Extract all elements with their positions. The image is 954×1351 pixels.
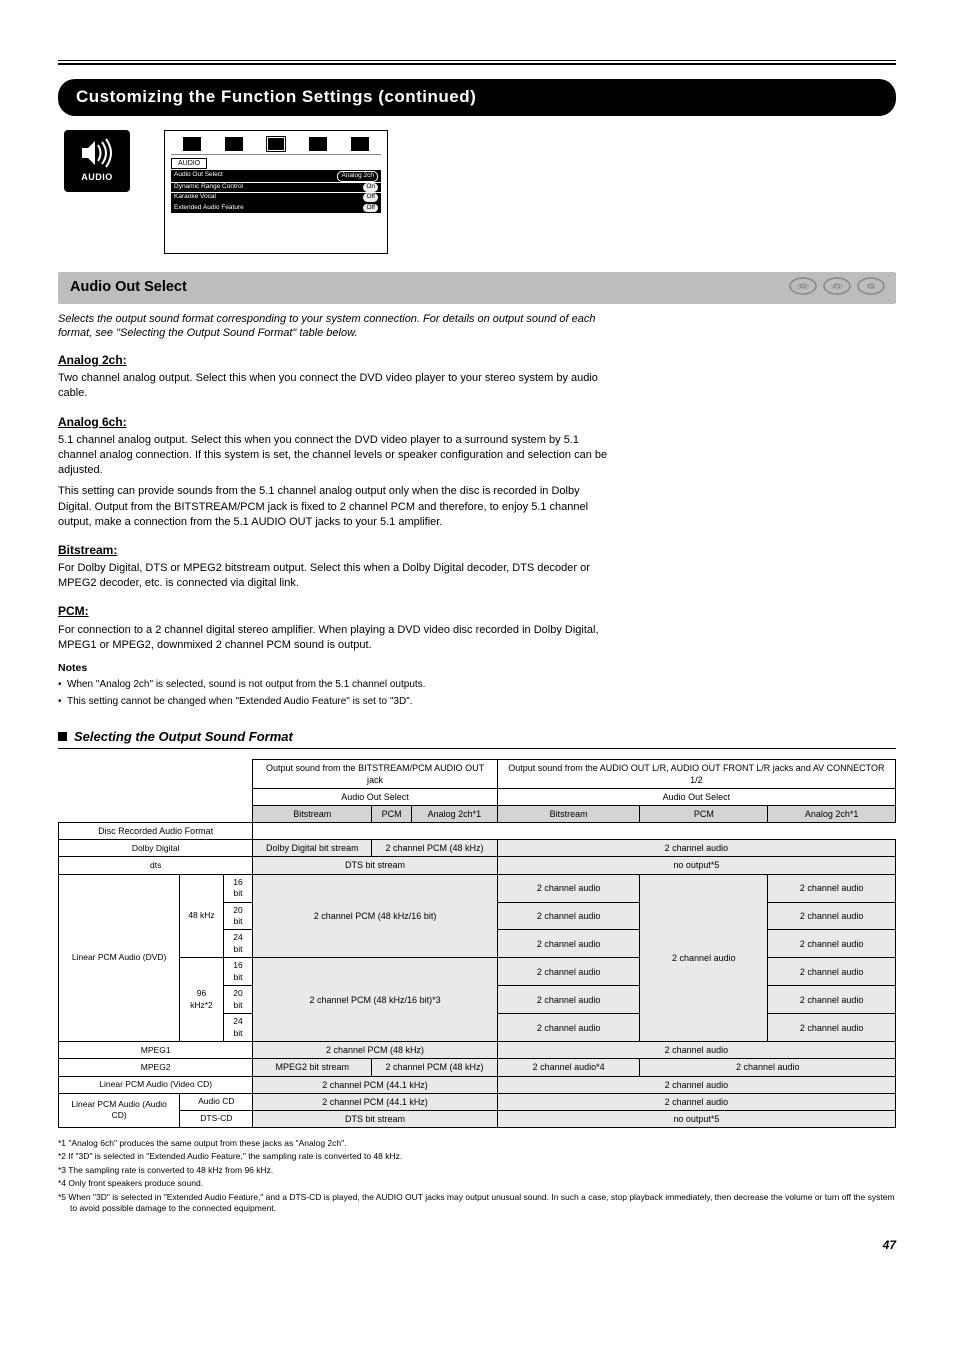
footnote: *4 Only front speakers produce sound. — [58, 1178, 896, 1189]
option-body: Two channel analog output. Select this w… — [58, 371, 611, 401]
disc-icon-vcd: VCD — [822, 276, 852, 302]
row-label: MPEG2 — [59, 1059, 253, 1076]
osd-icon-operation — [351, 137, 369, 151]
option-title: PCM: — [58, 603, 896, 619]
osd-icon-language — [183, 137, 201, 151]
top-row: AUDIO AUDIO Audio Out SelectAnalog 2ch D… — [58, 130, 896, 254]
table-subheader: Audio Out Select — [497, 788, 895, 805]
notes-label: Notes — [58, 661, 896, 675]
svg-text:VCD: VCD — [831, 284, 843, 290]
col-head: Analog 2ch*1 — [768, 806, 896, 823]
footnotes: *1 "Analog 6ch" produces the same output… — [58, 1138, 896, 1215]
disc-icon-cd: CD — [856, 276, 886, 302]
col-head: PCM — [640, 806, 768, 823]
audio-icon-label: AUDIO — [81, 171, 113, 183]
osd-icon-audio — [267, 137, 285, 151]
page: Customizing the Function Settings (conti… — [0, 0, 954, 1293]
col-head: PCM — [372, 806, 412, 823]
notes-list: When "Analog 2ch" is selected, sound is … — [58, 678, 896, 708]
audio-category-icon: AUDIO — [64, 130, 130, 192]
note-item: This setting cannot be changed when "Ext… — [58, 695, 611, 709]
page-number: 47 — [58, 1237, 896, 1253]
option-title: Analog 6ch: — [58, 414, 896, 430]
osd-icon-picture — [225, 137, 243, 151]
option-body: For Dolby Digital, DTS or MPEG2 bitstrea… — [58, 561, 611, 591]
footnote: *5 When "3D" is selected in "Extended Au… — [58, 1192, 896, 1215]
osd-icon-display — [309, 137, 327, 151]
square-bullet-icon — [58, 732, 67, 741]
osd-tab: AUDIO — [171, 158, 207, 169]
option-body: For connection to a 2 channel digital st… — [58, 623, 611, 653]
row-label: Linear PCM Audio (Video CD) — [59, 1076, 253, 1093]
osd-rows: Audio Out SelectAnalog 2ch Dynamic Range… — [171, 170, 381, 213]
osd-screenshot: AUDIO Audio Out SelectAnalog 2ch Dynamic… — [164, 130, 388, 254]
row-label: DTS-CD — [180, 1110, 253, 1127]
disc-icon-dvd: DVD — [788, 276, 818, 302]
row-label: MPEG1 — [59, 1042, 253, 1059]
table-subheader: Audio Out Select — [253, 788, 497, 805]
row-label: Linear PCM Audio (Audio CD) — [59, 1093, 180, 1127]
notes-block: Notes When "Analog 2ch" is selected, sou… — [58, 661, 896, 708]
row-label: Audio CD — [180, 1093, 253, 1110]
svg-text:DVD: DVD — [797, 284, 809, 290]
osd-row: Extended Audio FeatureOff — [171, 203, 381, 213]
option-title: Bitstream: — [58, 542, 896, 558]
rule-top — [58, 60, 896, 61]
osd-top-icons — [171, 137, 381, 155]
rule-top-2 — [58, 63, 896, 65]
col-head: Bitstream — [497, 806, 640, 823]
disc-icons: DVD VCD CD — [788, 276, 886, 302]
col-head: Analog 2ch*1 — [412, 806, 498, 823]
page-title: Customizing the Function Settings (conti… — [76, 87, 476, 106]
row-label: dts — [59, 857, 253, 874]
option-body: 5.1 channel analog output. Select this w… — [58, 433, 611, 530]
footnote: *2 If "3D" is selected in "Extended Audi… — [58, 1151, 896, 1162]
section-intro: Selects the output sound format correspo… — [58, 312, 611, 341]
note-item: When "Analog 2ch" is selected, sound is … — [58, 678, 611, 692]
section-body: Selects the output sound format correspo… — [58, 312, 896, 709]
speaker-icon — [80, 138, 114, 168]
section-head: Audio Out Select DVD VCD CD — [58, 272, 896, 304]
osd-row: Dynamic Range ControlOn — [171, 183, 381, 193]
section-title: Audio Out Select — [70, 279, 187, 295]
svg-text:CD: CD — [867, 284, 875, 290]
col-head: Bitstream — [253, 806, 372, 823]
osd-row: Audio Out SelectAnalog 2ch — [171, 170, 381, 182]
option-title: Analog 2ch: — [58, 352, 896, 368]
footnote: *1 "Analog 6ch" produces the same output… — [58, 1138, 896, 1149]
audio-category-icon-wrap: AUDIO — [58, 130, 136, 254]
row-label: Linear PCM Audio (DVD) — [59, 874, 180, 1042]
table-header: Output sound from the AUDIO OUT L/R, AUD… — [497, 759, 895, 788]
osd-row: Karaoke VocalOff — [171, 193, 381, 203]
table-title-row: Selecting the Output Sound Format — [58, 728, 896, 749]
table-header: Output sound from the BITSTREAM/PCM AUDI… — [253, 759, 497, 788]
footnote: *3 The sampling rate is converted to 48 … — [58, 1165, 896, 1176]
table-section-title: Selecting the Output Sound Format — [74, 728, 293, 746]
page-title-bar: Customizing the Function Settings (conti… — [58, 79, 896, 116]
output-format-table: Output sound from the BITSTREAM/PCM AUDI… — [58, 759, 896, 1128]
row-header-title: Disc Recorded Audio Format — [59, 823, 253, 840]
row-label: Dolby Digital — [59, 840, 253, 857]
